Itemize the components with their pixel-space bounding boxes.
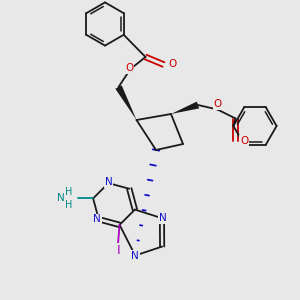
Text: O: O [168, 59, 176, 69]
Text: N: N [159, 213, 167, 223]
Text: N: N [104, 177, 112, 187]
Text: O: O [213, 99, 222, 110]
Text: H: H [65, 200, 73, 210]
Polygon shape [115, 85, 136, 120]
Text: I: I [116, 244, 120, 257]
Text: N: N [93, 214, 101, 224]
Text: H: H [65, 187, 73, 197]
Text: N: N [58, 194, 65, 203]
Polygon shape [171, 102, 199, 114]
Text: N: N [131, 250, 139, 260]
Text: O: O [240, 136, 248, 146]
Text: O: O [125, 63, 133, 74]
